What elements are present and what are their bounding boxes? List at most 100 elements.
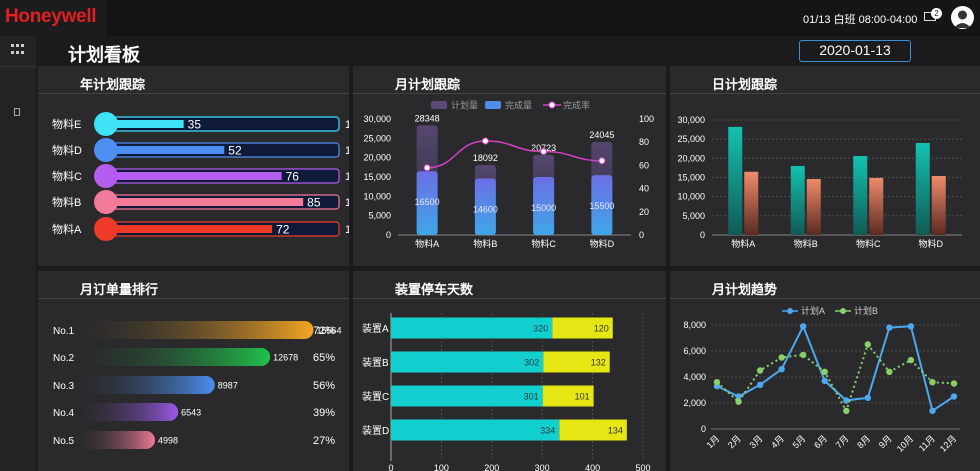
rank-bar [80,348,271,366]
rank-value: 4998 [158,436,178,446]
monthly-trend-panel: 月计划趋势 计划A 计划B 0 2,000 4,000 6,000 8,000 1月 2月 3月 4… [670,271,980,471]
rank-percent: 39% [313,407,335,419]
series1-bar [391,317,553,339]
x-tick-label: 8月 [855,433,872,450]
done-value-label: 16500 [415,197,440,207]
series1-bar [391,419,560,441]
panel-title: 年计划跟踪 [80,77,146,92]
x-tick-label: 400 [585,463,600,471]
bar-fill [100,120,184,128]
rate-point [598,157,606,165]
plan-b-point [929,379,936,386]
legend-label: 计划量 [451,100,478,111]
plan-b-point [864,341,872,348]
category-label: 装置D [362,424,389,437]
bar-value: 85 [307,196,321,210]
grid-menu-icon[interactable] [11,44,24,56]
x-tick-label: 5月 [791,433,808,450]
mail-badge: 2 [931,8,942,19]
annual-plan-chart: 物料E 35 1 物料D 52 1 物料C 76 1 物料B 85 1 物料A 72 1 [52,112,349,241]
y-tick-label: 30,000 [363,114,391,124]
bar-fill [100,225,273,233]
x-tick-label: 500 [635,463,650,471]
legend-swatch [485,101,501,109]
category-label: 物料B [52,195,81,209]
bar-knob [94,138,118,162]
document-icon[interactable] [14,108,20,116]
y2-tick-label: 40 [639,184,649,194]
y-tick-label: 15,000 [363,172,391,182]
y-tick-label: 30,000 [677,115,705,125]
legend-swatch-dot [787,308,793,314]
plan-b-line [716,342,955,414]
y-tick-label: 2,000 [683,398,706,408]
rate-point [481,137,489,145]
x-tick-label: 7月 [834,433,851,450]
panel-title: 装置停车天数 [395,282,474,297]
series1-bar [853,156,868,235]
brand-logo[interactable]: Honeywell [0,0,106,36]
y2-tick-label: 20 [639,207,649,217]
plan-value-label: 18092 [473,153,498,163]
bar-value: 52 [228,144,242,158]
sidebar [0,36,36,471]
legend-label: 完成量 [505,100,532,111]
y-tick-label: 0 [700,230,705,240]
sidebar-divider [0,66,36,67]
downtime-chart: 0 100 200 300 400 500 装置A 320 120 装置B 302 132 装置C 301… [362,313,651,471]
rank-label: No.3 [53,381,75,392]
category-label: 装置C [362,390,389,403]
done-value-label: 14600 [473,205,498,215]
plan-b-point [778,354,785,361]
series2-bar [869,177,884,235]
plan-value-label: 28348 [415,113,440,123]
bar-knob [94,112,118,136]
x-tick-label: 100 [434,463,449,471]
plan-a-point [907,323,915,330]
rank-value: 12678 [273,353,298,363]
series2-bar [552,317,613,339]
x-tick-label: 1月 [704,433,721,450]
panel-divider [353,298,666,299]
y-tick-label: 10,000 [363,191,391,201]
rank-percent: 72% [313,325,335,337]
series1-bar [391,385,543,407]
category-label: 物料D [52,143,82,157]
panel-title: 月计划趋势 [712,282,778,297]
x-tick-label: 3月 [748,433,765,450]
y2-tick-label: 100 [639,114,654,124]
rank-percent: 27% [313,435,335,447]
rank-bar [80,321,314,339]
y2-tick-label: 80 [639,137,649,147]
rank-percent: 56% [313,380,335,392]
x-tick-label: 10月 [895,433,916,454]
plan-b-point [907,356,915,364]
x-tick-label: 300 [535,463,550,471]
plan-b-point [713,379,721,386]
bar-fill [100,198,304,206]
plan-value-label: 20723 [531,143,556,153]
page-title: 计划看板 [68,45,140,65]
y-tick-label: 4,000 [683,372,706,382]
series2-bar [744,171,759,235]
plan-b-point [821,368,828,375]
downtime-panel: 装置停车天数 0 100 200 300 400 500 装置A 320 120 装置B 302 13… [353,271,666,471]
legend-swatch-dot [840,308,846,314]
category-label: 物料E [52,117,81,131]
rank-bar [80,431,155,449]
y2-tick-label: 0 [639,230,644,240]
y2-tick-label: 60 [639,160,649,170]
avatar[interactable] [951,6,974,29]
y-tick-label: 20,000 [677,153,705,163]
rank-bar [80,403,179,421]
y-tick-label: 25,000 [677,134,705,144]
rank-value: 15564 [316,326,341,336]
legend-label: 计划A [801,305,825,316]
daily-plan-panel: 日计划跟踪 0 5,000 10,000 15,000 20,000 25,000 30,0… [670,66,980,266]
plan-b-point [843,407,850,414]
date-picker[interactable]: 2020-01-13 [799,40,911,62]
legend-swatch-dot [548,101,556,109]
series2-value: 134 [608,426,623,436]
series1-bar [728,126,743,235]
plan-a-point [929,407,936,414]
